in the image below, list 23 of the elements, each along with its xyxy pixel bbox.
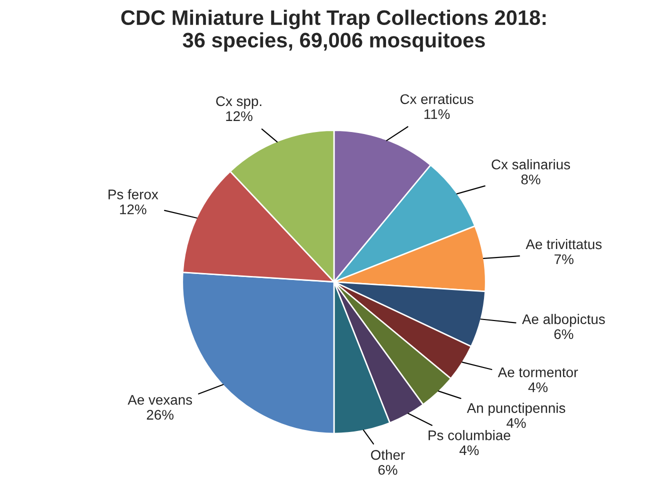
slice-label: Ae tormentor (498, 368, 578, 378)
slice-label: An punctipennis (466, 402, 566, 416)
data-label: 26% (146, 410, 174, 420)
data-label: 6% (554, 329, 574, 340)
slice-label: Ae trivittatus (526, 238, 602, 250)
data-label: 8% (521, 174, 540, 184)
slice-label: Other (371, 450, 405, 460)
slice-label: Cx spp. (216, 96, 262, 109)
data-label: 12% (120, 204, 146, 214)
data-label: 6% (378, 464, 398, 475)
chart-title: CDC Miniature Light Trap Collections 2018: 36 species, 69,006 mosquitoes (121, 10, 546, 52)
data-label: 4% (459, 445, 479, 456)
slice-label: Ps ferox (108, 189, 158, 200)
data-label: 4% (528, 382, 548, 392)
data-label: 12% (226, 111, 252, 122)
slice-label: Cx salinarius (492, 159, 570, 170)
data-label: 7% (554, 254, 574, 264)
slice-label: Cx erraticus (400, 94, 474, 104)
slice-label: Ps columbiae (428, 430, 510, 440)
slice-label: Ae vexans (128, 395, 192, 405)
slice-label: Ae albopictus (522, 314, 605, 327)
data-label: 11% (424, 109, 450, 119)
data-label: 4% (506, 418, 526, 428)
